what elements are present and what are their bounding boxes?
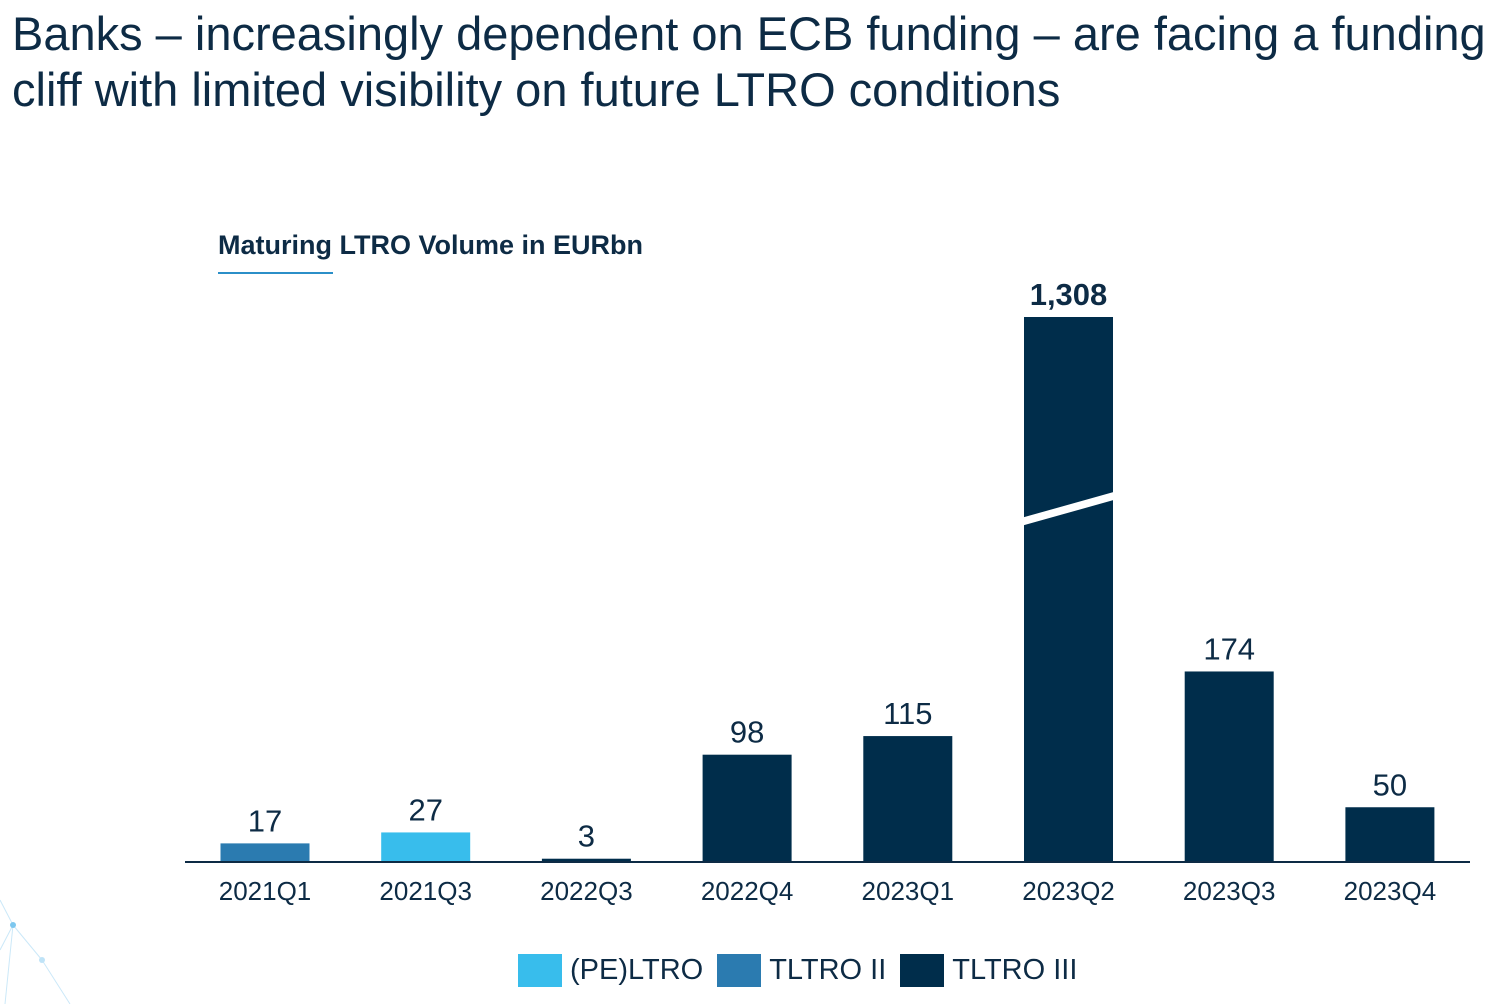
- page-title: Banks – increasingly dependent on ECB fu…: [12, 7, 1486, 116]
- x-tick-label: 2021Q1: [219, 876, 312, 906]
- legend-swatch: [518, 954, 562, 987]
- title-underline: [218, 272, 333, 274]
- bar-2023Q4: [1345, 807, 1435, 862]
- axis-break-mark: [1016, 489, 1123, 528]
- x-tick-label: 2022Q4: [701, 876, 794, 906]
- data-label: 3: [578, 819, 595, 854]
- data-label: 115: [883, 696, 932, 731]
- bar-2022Q3: [541, 858, 631, 862]
- data-label: 17: [248, 803, 282, 838]
- legend-label: TLTRO II: [769, 954, 887, 986]
- legend-label: (PE)LTRO: [570, 954, 704, 986]
- legend-label: TLTRO III: [952, 954, 1078, 986]
- bar-2021Q1: [220, 843, 310, 862]
- x-tick-label: 2023Q2: [1022, 876, 1115, 906]
- x-tick-label: 2023Q1: [862, 876, 955, 906]
- chart-title: Maturing LTRO Volume in EURbn: [218, 230, 643, 260]
- x-tick-label: 2023Q4: [1344, 876, 1437, 906]
- legend-swatch: [717, 954, 762, 987]
- data-label: 1,308: [1030, 277, 1108, 312]
- legend-swatch: [900, 954, 945, 987]
- legend-item: TLTRO III: [900, 954, 1077, 987]
- bar-2023Q2: [1024, 317, 1113, 862]
- bar-2023Q3: [1184, 671, 1274, 862]
- data-label: 174: [1203, 631, 1255, 666]
- x-tick-label: 2023Q3: [1183, 876, 1276, 906]
- data-label: 27: [408, 792, 442, 827]
- legend: (PE)LTRO TLTRO II TLTRO III: [518, 954, 1091, 987]
- x-tick-label: 2022Q3: [540, 876, 633, 906]
- bar-chart: 17 2021Q1 27 2021Q3 3 2022Q3 98 2022Q4 115 2023Q1…: [185, 277, 1470, 906]
- data-label: 50: [1373, 767, 1407, 802]
- bar-2023Q1: [863, 736, 953, 862]
- legend-item: TLTRO II: [717, 954, 886, 987]
- data-label: 98: [730, 715, 764, 750]
- legend-item: (PE)LTRO: [518, 954, 703, 987]
- network-decoration: [0, 899, 71, 1004]
- x-tick-label: 2021Q3: [379, 876, 472, 906]
- bar-2021Q3: [381, 832, 471, 862]
- bar-2022Q4: [702, 754, 792, 862]
